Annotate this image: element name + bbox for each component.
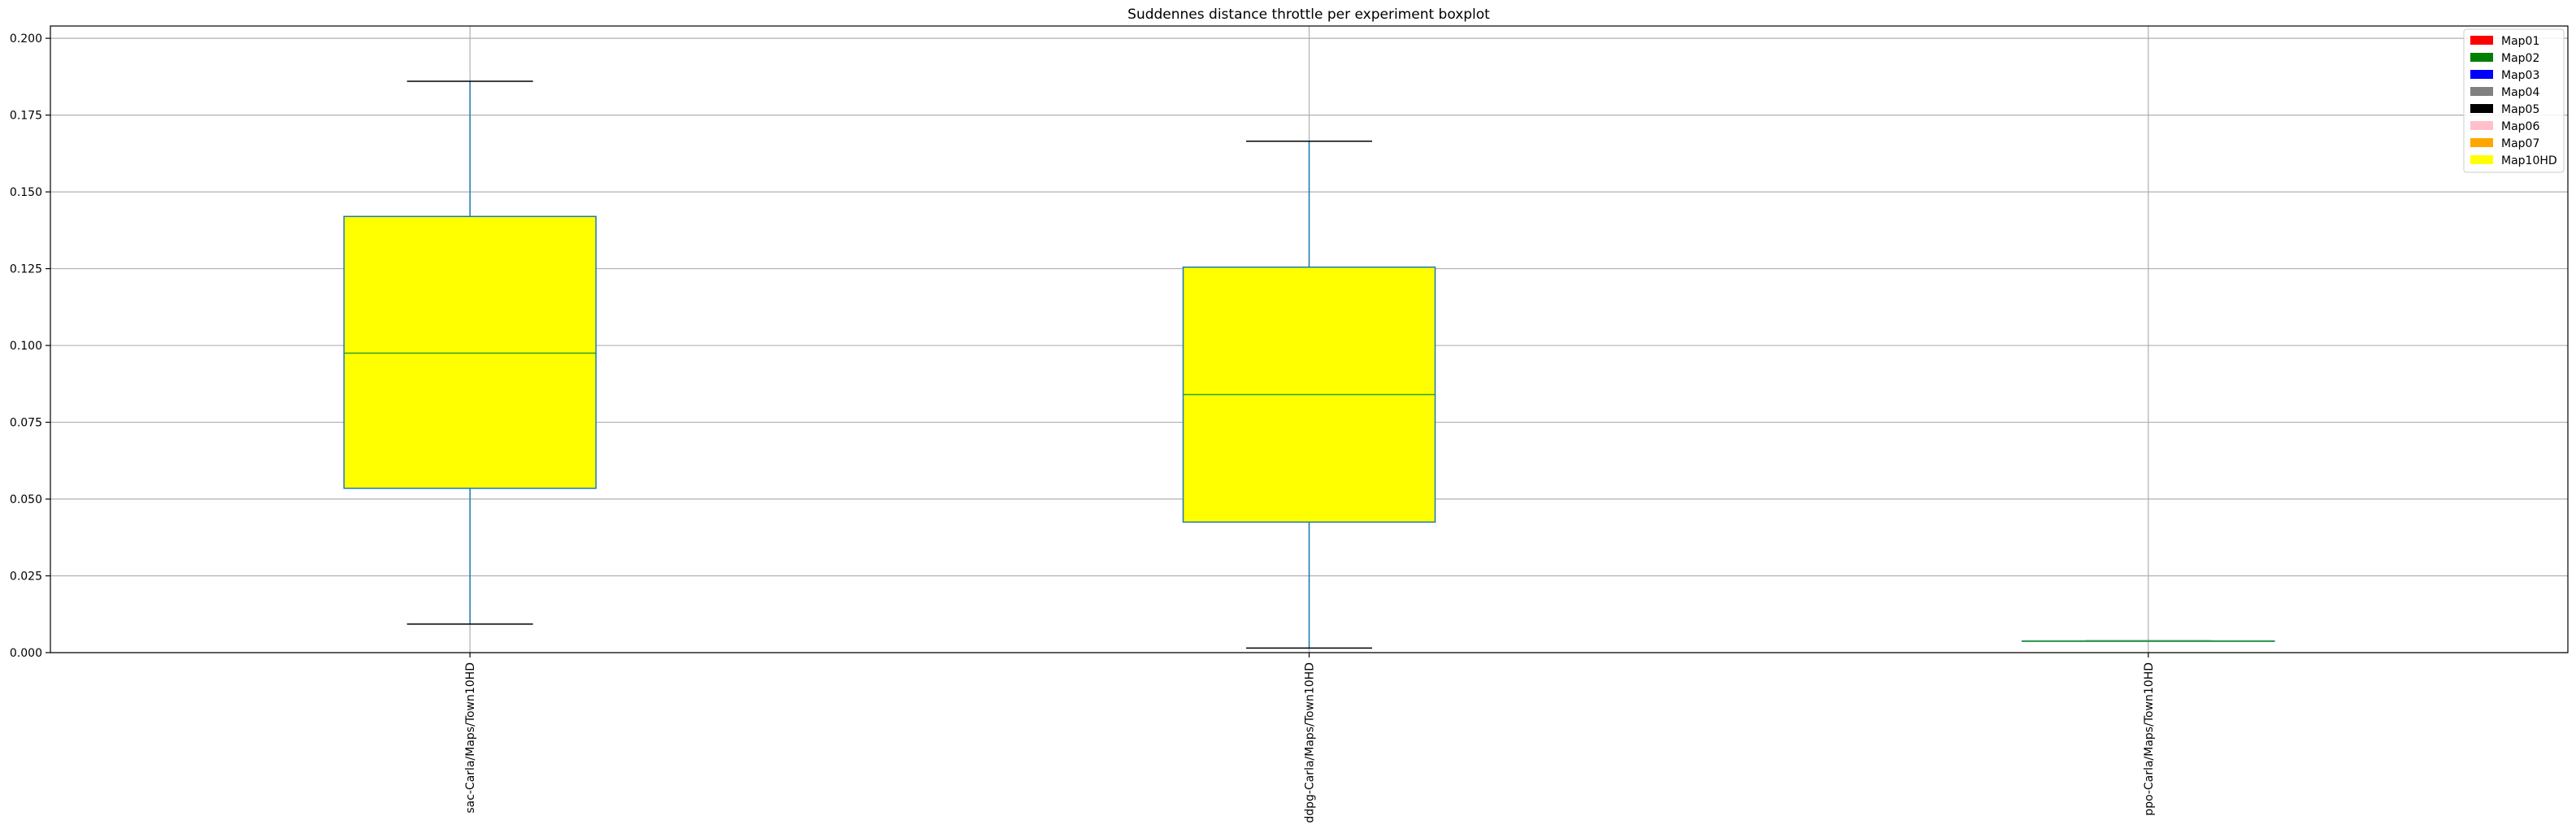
x-tick-label: sac-Carla/Maps/Town10HD (464, 662, 477, 814)
x-tick-label: ppo-Carla/Maps/Town10HD (2143, 662, 2156, 816)
y-tick-label: 0.175 (10, 110, 42, 123)
y-tick-label: 0.150 (10, 186, 42, 199)
plot-frame (50, 25, 2569, 653)
iqr-box (343, 215, 597, 489)
legend-swatch (2470, 138, 2493, 147)
legend-swatch (2470, 155, 2493, 164)
x-tick-label: ddpg-Carla/Maps/Town10HD (1304, 662, 1317, 823)
axes: 0.000 0.025 0.050 0.075 0.100 0.125 0.150 0.175… (10, 25, 2569, 823)
legend-label: Map10HD (2501, 154, 2557, 167)
legend-label: Map04 (2501, 86, 2539, 99)
y-tick-label: 0.075 (10, 417, 42, 430)
legend: Map01 Map02 Map03 Map04 Map05 Map06 Map07 Map10… (2463, 28, 2565, 173)
y-tick-label: 0.050 (10, 493, 42, 506)
y-tick-label: 0.200 (10, 33, 42, 46)
legend-label: Map05 (2501, 103, 2539, 116)
legend-swatch (2470, 53, 2493, 62)
box-group (1182, 140, 1436, 649)
legend-label: Map01 (2501, 35, 2539, 48)
legend-swatch (2470, 70, 2493, 79)
legend-swatch (2470, 121, 2493, 130)
chart-title: Suddennes distance throttle per experime… (1127, 7, 1490, 23)
box-group (343, 80, 597, 625)
legend-label: Map03 (2501, 69, 2539, 82)
y-tick-label: 0.025 (10, 571, 42, 584)
legend-swatch (2470, 87, 2493, 96)
legend-frame (2463, 28, 2565, 173)
box-series (343, 80, 2275, 649)
legend-label: Map06 (2501, 120, 2539, 133)
legend-swatch (2470, 36, 2493, 45)
y-tick-label: 0.000 (10, 647, 42, 660)
legend-label: Map02 (2501, 52, 2539, 65)
legend-label: Map07 (2501, 137, 2539, 150)
legend-swatch (2470, 104, 2493, 113)
y-tick-label: 0.100 (10, 340, 42, 353)
box-group (2022, 640, 2275, 642)
y-tick-label: 0.125 (10, 263, 42, 276)
